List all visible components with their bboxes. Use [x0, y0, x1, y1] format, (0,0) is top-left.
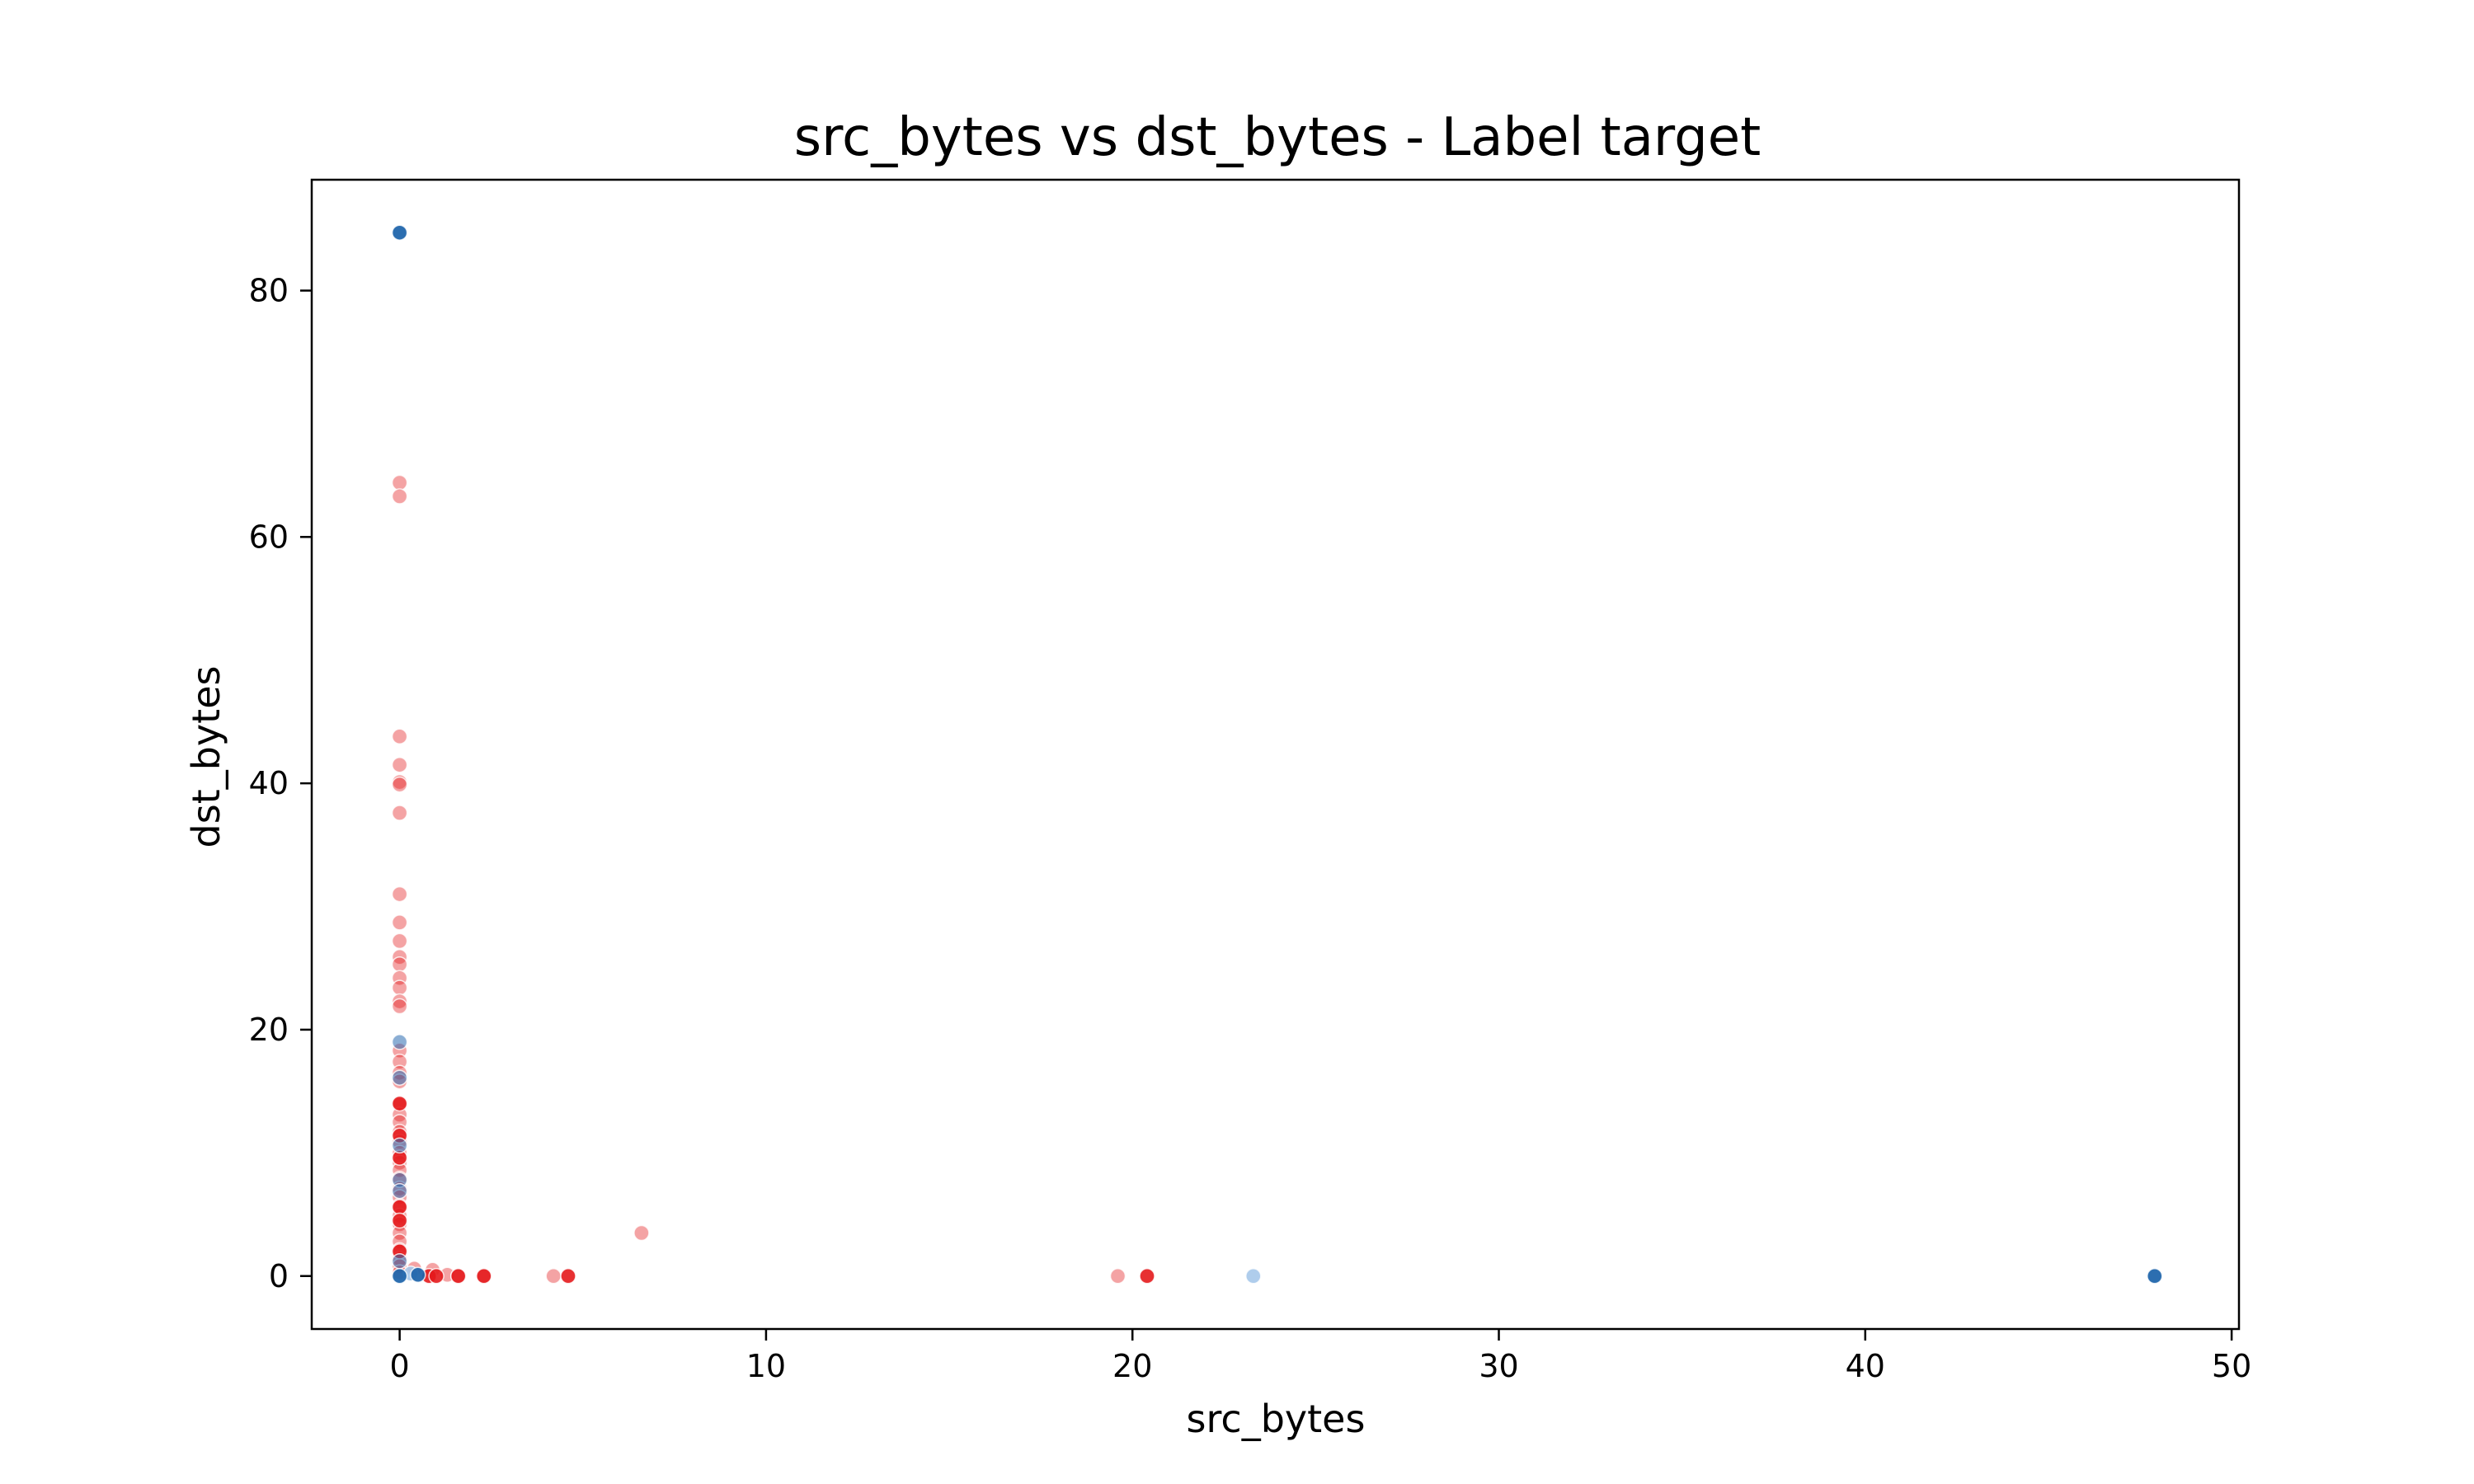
data-point [391, 993, 408, 1010]
y-tick-label: 20 [249, 1012, 289, 1048]
x-axis-label: src_bytes [1187, 1397, 1366, 1441]
data-point [2147, 1268, 2163, 1284]
data-point [391, 914, 408, 931]
x-tick-label: 40 [1846, 1348, 1885, 1384]
data-point [391, 932, 408, 950]
data-point [391, 224, 408, 241]
y-tick-label: 40 [249, 765, 289, 801]
data-point [391, 728, 408, 745]
data-point [391, 979, 408, 996]
x-tick-label: 20 [1112, 1348, 1152, 1384]
data-point [391, 488, 408, 505]
data-point [391, 956, 408, 973]
y-axis-ticks: 0 20 40 60 80 [249, 272, 312, 1294]
data-point [391, 1182, 408, 1200]
data-point [560, 1268, 576, 1284]
y-axis-label: dst_bytes [184, 666, 228, 848]
x-tick-label: 0 [390, 1348, 410, 1384]
data-point [391, 1268, 408, 1284]
x-tick-label: 30 [1479, 1348, 1518, 1384]
x-tick-label: 50 [2212, 1348, 2251, 1384]
x-axis-ticks: 0 10 20 30 40 50 [390, 1329, 2251, 1384]
data-point [391, 805, 408, 821]
data-point [391, 776, 408, 793]
data-point [1245, 1268, 1262, 1284]
y-tick-label: 0 [269, 1258, 289, 1294]
data-point [391, 1034, 408, 1050]
data-point [391, 1212, 408, 1229]
data-point [1109, 1268, 1126, 1284]
y-tick-label: 80 [249, 272, 289, 308]
data-point [391, 1253, 408, 1270]
points-layer [391, 224, 2163, 1284]
plot-frame [310, 178, 2241, 1331]
data-point [391, 474, 408, 491]
data-point [410, 1266, 426, 1284]
data-point [545, 1268, 562, 1284]
data-point [391, 1095, 408, 1112]
y-tick-label: 60 [249, 519, 289, 555]
data-point [391, 1199, 408, 1215]
data-point [391, 756, 408, 773]
data-point [391, 885, 408, 903]
data-point [633, 1224, 650, 1242]
x-tick-label: 10 [746, 1348, 786, 1384]
data-point [428, 1268, 444, 1284]
data-point [391, 998, 408, 1015]
chart-title: src_bytes vs dst_bytes - Label target [794, 107, 1761, 168]
data-point [1139, 1268, 1155, 1284]
data-point [391, 1069, 408, 1086]
data-point [391, 1137, 408, 1154]
data-point [391, 1054, 408, 1070]
data-point [476, 1268, 492, 1284]
data-point [449, 1268, 467, 1284]
